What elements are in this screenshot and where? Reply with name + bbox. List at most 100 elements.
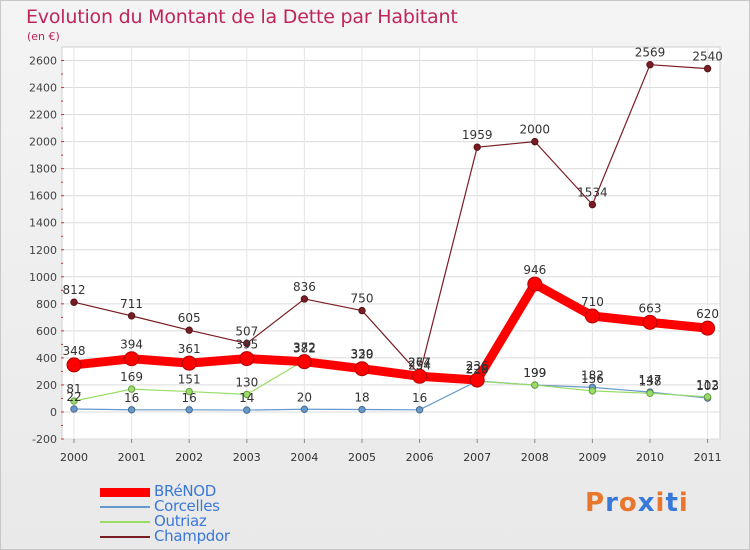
data-label: 2569: [635, 46, 666, 60]
data-point: [127, 406, 136, 414]
data-label: 946: [523, 263, 546, 277]
data-label: 16: [182, 391, 197, 405]
data-point: [358, 405, 366, 414]
data-label: 81: [66, 382, 81, 396]
data-label: 138: [639, 374, 662, 388]
data-point: [185, 387, 193, 396]
y-tick-label: 1400: [29, 217, 57, 230]
logo-letter: r: [605, 488, 619, 518]
chart-title: Evolution du Montant de la Dette par Hab…: [26, 6, 458, 28]
data-label: 151: [178, 373, 201, 387]
x-tick-label: 2009: [578, 451, 606, 464]
logo-letter: P: [585, 488, 606, 518]
data-label: 199: [523, 366, 546, 380]
data-point: [127, 312, 136, 320]
data-point: [185, 326, 193, 334]
data-point: [70, 397, 78, 405]
data-label: 20: [297, 390, 312, 404]
data-point: [354, 361, 370, 377]
legend-swatch: [100, 488, 150, 497]
legend-label: Champdor: [154, 527, 230, 545]
data-label: 812: [63, 283, 86, 297]
data-label: 182: [581, 368, 604, 382]
data-point: [243, 339, 251, 348]
data-label: 507: [235, 324, 258, 338]
data-label: 663: [639, 301, 662, 315]
data-point: [473, 143, 481, 151]
data-label: 395: [235, 338, 258, 352]
series-line-brénod: [69, 279, 713, 385]
data-point: [300, 295, 309, 303]
data-point: [127, 385, 136, 393]
legend-label: Outriaz: [154, 512, 207, 530]
data-point: [181, 355, 197, 371]
legend-item: Corcelles: [100, 497, 300, 515]
x-tick-label: 2008: [521, 451, 549, 464]
data-point: [588, 387, 597, 395]
data-label: 229: [466, 362, 489, 376]
x-tick-label: 2004: [290, 451, 318, 464]
x-tick-label: 2010: [636, 451, 664, 464]
data-point: [527, 276, 543, 292]
data-label: 394: [120, 338, 143, 352]
data-label: 16: [124, 391, 139, 405]
data-label: 320: [351, 348, 374, 362]
y-tick-label: 600: [36, 325, 57, 338]
data-label: 2000: [520, 123, 551, 137]
logo-letter: x: [637, 488, 656, 518]
data-label: 16: [412, 391, 427, 405]
data-label: 169: [120, 370, 143, 384]
logo-letter: t: [665, 488, 679, 518]
data-label: 710: [581, 295, 604, 309]
data-label: 372: [293, 341, 316, 355]
y-tick-label: 400: [36, 352, 57, 365]
legend-item: Champdor: [100, 527, 300, 545]
legend-swatch: [100, 536, 150, 538]
data-label: 836: [293, 280, 316, 294]
data-point: [243, 390, 251, 399]
data-label: 750: [351, 292, 374, 306]
chart-unit: (en €): [27, 30, 60, 43]
data-point: [300, 405, 309, 413]
legend-item: Outriaz: [100, 512, 300, 530]
data-point: [646, 61, 654, 69]
data-point: [70, 405, 78, 413]
x-tick-label: 2002: [175, 451, 203, 464]
data-point: [239, 351, 255, 367]
data-point: [185, 406, 193, 414]
y-tick-label: 1800: [29, 163, 57, 176]
data-label: 199: [523, 366, 546, 380]
x-tick-label: 2007: [463, 451, 491, 464]
plot-area: [61, 46, 721, 440]
y-tick-label: 200: [36, 379, 57, 392]
data-label: 348: [63, 344, 86, 358]
data-label: 1534: [577, 186, 608, 200]
legend-label: Corcelles: [154, 497, 220, 515]
x-tick-label: 2003: [233, 451, 261, 464]
data-label: 2540: [692, 50, 723, 64]
logo-letter: i: [655, 488, 666, 518]
data-label: 130: [235, 375, 258, 389]
x-tick-label: 2005: [348, 451, 376, 464]
series-line-corcelles: [73, 380, 709, 411]
y-tick-label: -200: [32, 433, 57, 446]
data-label: 156: [581, 372, 604, 386]
data-point: [469, 372, 485, 388]
data-label: 339: [351, 347, 374, 361]
x-tick-label: 2001: [118, 451, 146, 464]
data-point: [66, 357, 82, 373]
data-label: 361: [178, 342, 201, 356]
data-point: [588, 200, 597, 209]
data-label: 112: [696, 378, 719, 392]
data-label: 620: [696, 307, 719, 321]
data-point: [70, 298, 78, 306]
y-tick-label: 1200: [29, 244, 57, 257]
y-tick-label: 800: [36, 298, 57, 311]
y-tick-label: 0: [50, 406, 57, 419]
logo-letter: i: [678, 488, 689, 518]
legend-label: BRéNOD: [154, 482, 217, 500]
data-point: [646, 389, 654, 398]
data-point: [531, 137, 539, 146]
data-label: 264: [408, 355, 431, 369]
data-point: [296, 354, 312, 370]
